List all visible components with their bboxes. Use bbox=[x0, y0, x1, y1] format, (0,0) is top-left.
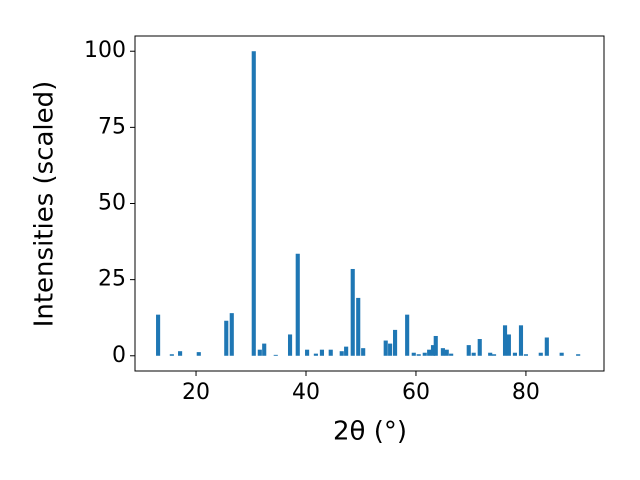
bar bbox=[422, 352, 427, 356]
x-tick-label: 20 bbox=[182, 380, 210, 405]
x-tick-label: 80 bbox=[512, 380, 540, 405]
bar bbox=[196, 352, 201, 356]
bar bbox=[491, 354, 497, 356]
bar bbox=[328, 349, 333, 356]
bar bbox=[388, 343, 393, 356]
bar bbox=[169, 354, 174, 356]
y-tick-label: 50 bbox=[98, 191, 126, 216]
bar bbox=[383, 340, 388, 356]
bar bbox=[178, 351, 183, 356]
plot-frame bbox=[134, 35, 605, 372]
bar bbox=[339, 351, 344, 356]
bar bbox=[416, 354, 421, 356]
bar bbox=[477, 339, 482, 356]
bar bbox=[466, 345, 471, 356]
y-tick-label: 0 bbox=[112, 343, 126, 368]
bar bbox=[350, 268, 355, 356]
bar bbox=[502, 325, 508, 356]
bar bbox=[251, 51, 256, 356]
bar bbox=[512, 352, 517, 356]
bar bbox=[361, 348, 366, 356]
x-tick-label: 40 bbox=[292, 380, 320, 405]
bar bbox=[559, 352, 564, 356]
bar bbox=[305, 349, 310, 356]
bar bbox=[449, 353, 454, 356]
bar bbox=[430, 345, 436, 356]
bar bbox=[295, 253, 300, 356]
bar bbox=[471, 352, 476, 356]
bar bbox=[393, 329, 398, 356]
bar bbox=[273, 354, 278, 356]
bar bbox=[576, 354, 581, 356]
y-axis-label: Intensities (scaled) bbox=[30, 81, 60, 328]
bar bbox=[538, 352, 543, 356]
x-tick-label: 60 bbox=[402, 380, 430, 405]
bar bbox=[523, 354, 528, 356]
bar bbox=[506, 334, 511, 356]
bar bbox=[544, 337, 549, 356]
bar bbox=[488, 352, 493, 356]
bar bbox=[427, 349, 432, 356]
bar bbox=[433, 335, 438, 356]
bar bbox=[257, 349, 262, 356]
bar bbox=[444, 349, 449, 356]
y-tick-label: 100 bbox=[84, 38, 126, 63]
bar bbox=[356, 297, 361, 356]
y-tick-label: 75 bbox=[98, 114, 126, 139]
y-tick-label: 25 bbox=[98, 267, 126, 292]
bar bbox=[405, 314, 410, 356]
bar bbox=[518, 325, 524, 356]
x-axis-label: 2θ (°) bbox=[333, 417, 407, 447]
bar bbox=[411, 352, 416, 356]
bar bbox=[440, 348, 445, 356]
bar bbox=[313, 353, 318, 356]
bar bbox=[287, 334, 293, 356]
bar bbox=[229, 313, 234, 356]
bar bbox=[262, 343, 267, 356]
bar bbox=[344, 346, 349, 356]
bar bbox=[319, 349, 325, 356]
bar bbox=[156, 314, 161, 356]
bar bbox=[224, 320, 229, 356]
